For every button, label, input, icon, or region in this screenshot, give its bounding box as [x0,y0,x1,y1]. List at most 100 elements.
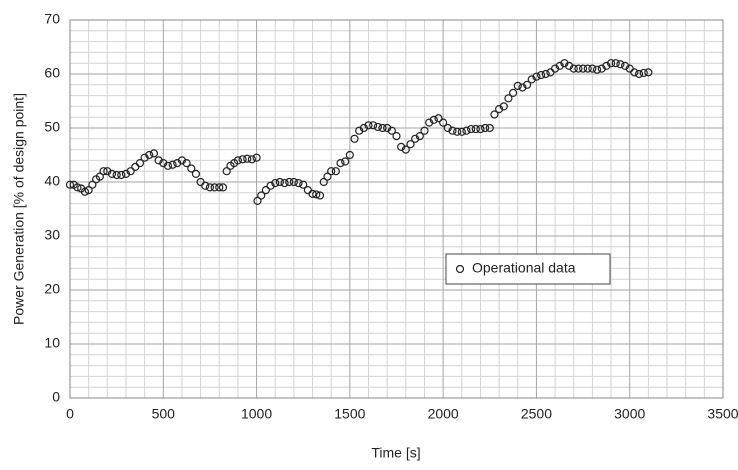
data-point [341,157,350,166]
data-point [238,155,247,164]
data-point [280,178,289,188]
y-tick-label: 40 [44,173,60,189]
data-point [644,68,653,77]
data-point [319,177,328,187]
data-point [173,159,182,168]
data-point [592,65,602,74]
data-point [205,183,215,192]
data-point [210,183,219,192]
data-point [145,150,154,160]
data-point [597,64,606,73]
data-point [271,178,280,188]
data-point [387,126,396,135]
data-point [602,61,611,71]
data-point [555,61,564,71]
data-point [550,64,560,73]
data-point [65,180,75,189]
data-point [485,123,494,133]
data-point [247,155,257,164]
data-point [350,134,359,143]
data-point [504,94,513,103]
data-point [620,61,630,71]
data-point [233,156,243,165]
data-point [80,187,90,196]
data-point [420,126,429,135]
data-point [476,124,485,134]
data-point [490,110,499,119]
data-point [266,181,275,190]
data-point [634,69,644,79]
data-point [415,132,424,141]
data-point [467,124,476,134]
data-point [425,118,434,127]
data-point [182,159,191,168]
data-point [117,170,126,180]
data-point [177,156,187,165]
data-point [294,178,303,188]
data-point [159,159,168,168]
data-point [401,145,410,154]
data-point [434,114,443,123]
data-point [406,140,415,149]
data-point [448,126,457,135]
data-point [541,69,550,79]
data-point [373,122,382,132]
data-point [536,70,546,80]
data-point [252,153,261,162]
x-axis-label: Time [s] [371,445,420,461]
data-point [99,167,108,176]
legend-label: Operational data [472,260,576,276]
data-point [126,167,135,176]
data-point [639,68,648,78]
data-point [471,124,480,134]
data-point [364,121,373,130]
data-point [201,181,210,190]
data-point [215,183,224,192]
data-point [411,134,420,143]
data-point [560,59,569,68]
data-point [191,169,201,178]
data-point [336,159,345,168]
data-point [253,196,262,205]
data-point [243,154,252,163]
data-point [222,167,231,176]
x-tick-label: 3500 [707,406,738,422]
data-point [355,126,364,135]
data-point [154,156,163,165]
data-point [546,68,555,77]
data-point [163,161,173,170]
data-point [323,172,332,181]
data-point [73,183,82,192]
y-tick-label: 30 [44,227,60,243]
data-point [527,75,536,84]
y-tick-label: 70 [44,11,60,27]
data-point [299,180,308,189]
data-point [103,167,112,176]
data-point [112,170,121,180]
data-point [369,121,378,130]
data-point [574,64,583,73]
data-point [121,169,131,178]
data-point [261,186,270,195]
data-point [88,180,97,189]
x-tick-label: 2000 [428,406,459,422]
data-point [429,115,438,125]
data-point [499,102,508,111]
data-point [397,142,406,151]
data-point [439,118,448,127]
data-point [84,186,93,195]
data-point [187,164,196,173]
data-point [564,61,574,71]
data-point [331,167,340,176]
y-tick-label: 20 [44,281,60,297]
x-tick-label: 1500 [334,406,365,422]
data-point [513,81,522,90]
data-point [443,123,452,133]
data-point [345,150,354,160]
data-point [481,123,490,133]
y-tick-label: 60 [44,65,60,81]
data-point [308,189,317,198]
data-point [285,177,294,187]
data-point [315,191,325,200]
